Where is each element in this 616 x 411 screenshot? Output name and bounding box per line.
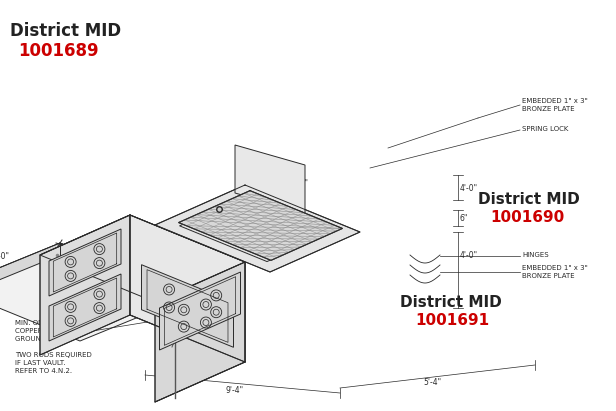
- Text: 50": 50": [255, 198, 268, 206]
- Text: District MID: District MID: [478, 192, 580, 207]
- Text: COPPER CLAD: COPPER CLAD: [15, 328, 63, 334]
- Text: 6": 6": [460, 213, 468, 222]
- Text: REFER TO 4.N.2.: REFER TO 4.N.2.: [15, 368, 72, 374]
- Polygon shape: [142, 265, 233, 347]
- Polygon shape: [40, 215, 130, 355]
- Text: 1001689: 1001689: [18, 42, 99, 60]
- Polygon shape: [155, 262, 245, 402]
- Polygon shape: [40, 215, 245, 302]
- Polygon shape: [0, 243, 190, 341]
- Text: EMBEDDED 1" x 3": EMBEDDED 1" x 3": [522, 98, 588, 104]
- Text: BRONZE PLATE: BRONZE PLATE: [522, 273, 575, 279]
- Text: 4'-0": 4'-0": [460, 183, 478, 192]
- Text: IF LAST VAULT.: IF LAST VAULT.: [15, 360, 65, 366]
- Text: 8'-0": 8'-0": [0, 252, 9, 261]
- Polygon shape: [155, 185, 360, 272]
- Polygon shape: [130, 215, 245, 362]
- Text: District MID: District MID: [10, 22, 121, 40]
- Text: 4'-0": 4'-0": [460, 250, 478, 259]
- Polygon shape: [0, 243, 60, 300]
- Text: 9'-0": 9'-0": [126, 265, 144, 273]
- Text: GROUND ROD: GROUND ROD: [15, 336, 63, 342]
- Polygon shape: [60, 243, 190, 308]
- Polygon shape: [235, 145, 305, 213]
- Text: 1001690: 1001690: [490, 210, 564, 225]
- Polygon shape: [160, 272, 240, 350]
- Polygon shape: [179, 191, 342, 260]
- Text: 9'-4": 9'-4": [226, 386, 244, 395]
- Text: TWO RODS REQUIRED: TWO RODS REQUIRED: [15, 352, 92, 358]
- Text: BRONZE PLATE: BRONZE PLATE: [522, 106, 575, 112]
- Text: 1001691: 1001691: [415, 313, 489, 328]
- Text: MIN. ONE 5/8" x 8': MIN. ONE 5/8" x 8': [15, 320, 79, 326]
- Text: EMBEDDED 1" x 3": EMBEDDED 1" x 3": [522, 265, 588, 271]
- Text: 5'-4": 5'-4": [423, 377, 441, 386]
- Text: HINGES: HINGES: [522, 252, 549, 258]
- Polygon shape: [49, 274, 121, 341]
- Polygon shape: [49, 229, 121, 296]
- Text: District MID: District MID: [400, 295, 502, 310]
- Text: 18": 18": [296, 178, 309, 187]
- Text: SPRING LOCK: SPRING LOCK: [522, 126, 569, 132]
